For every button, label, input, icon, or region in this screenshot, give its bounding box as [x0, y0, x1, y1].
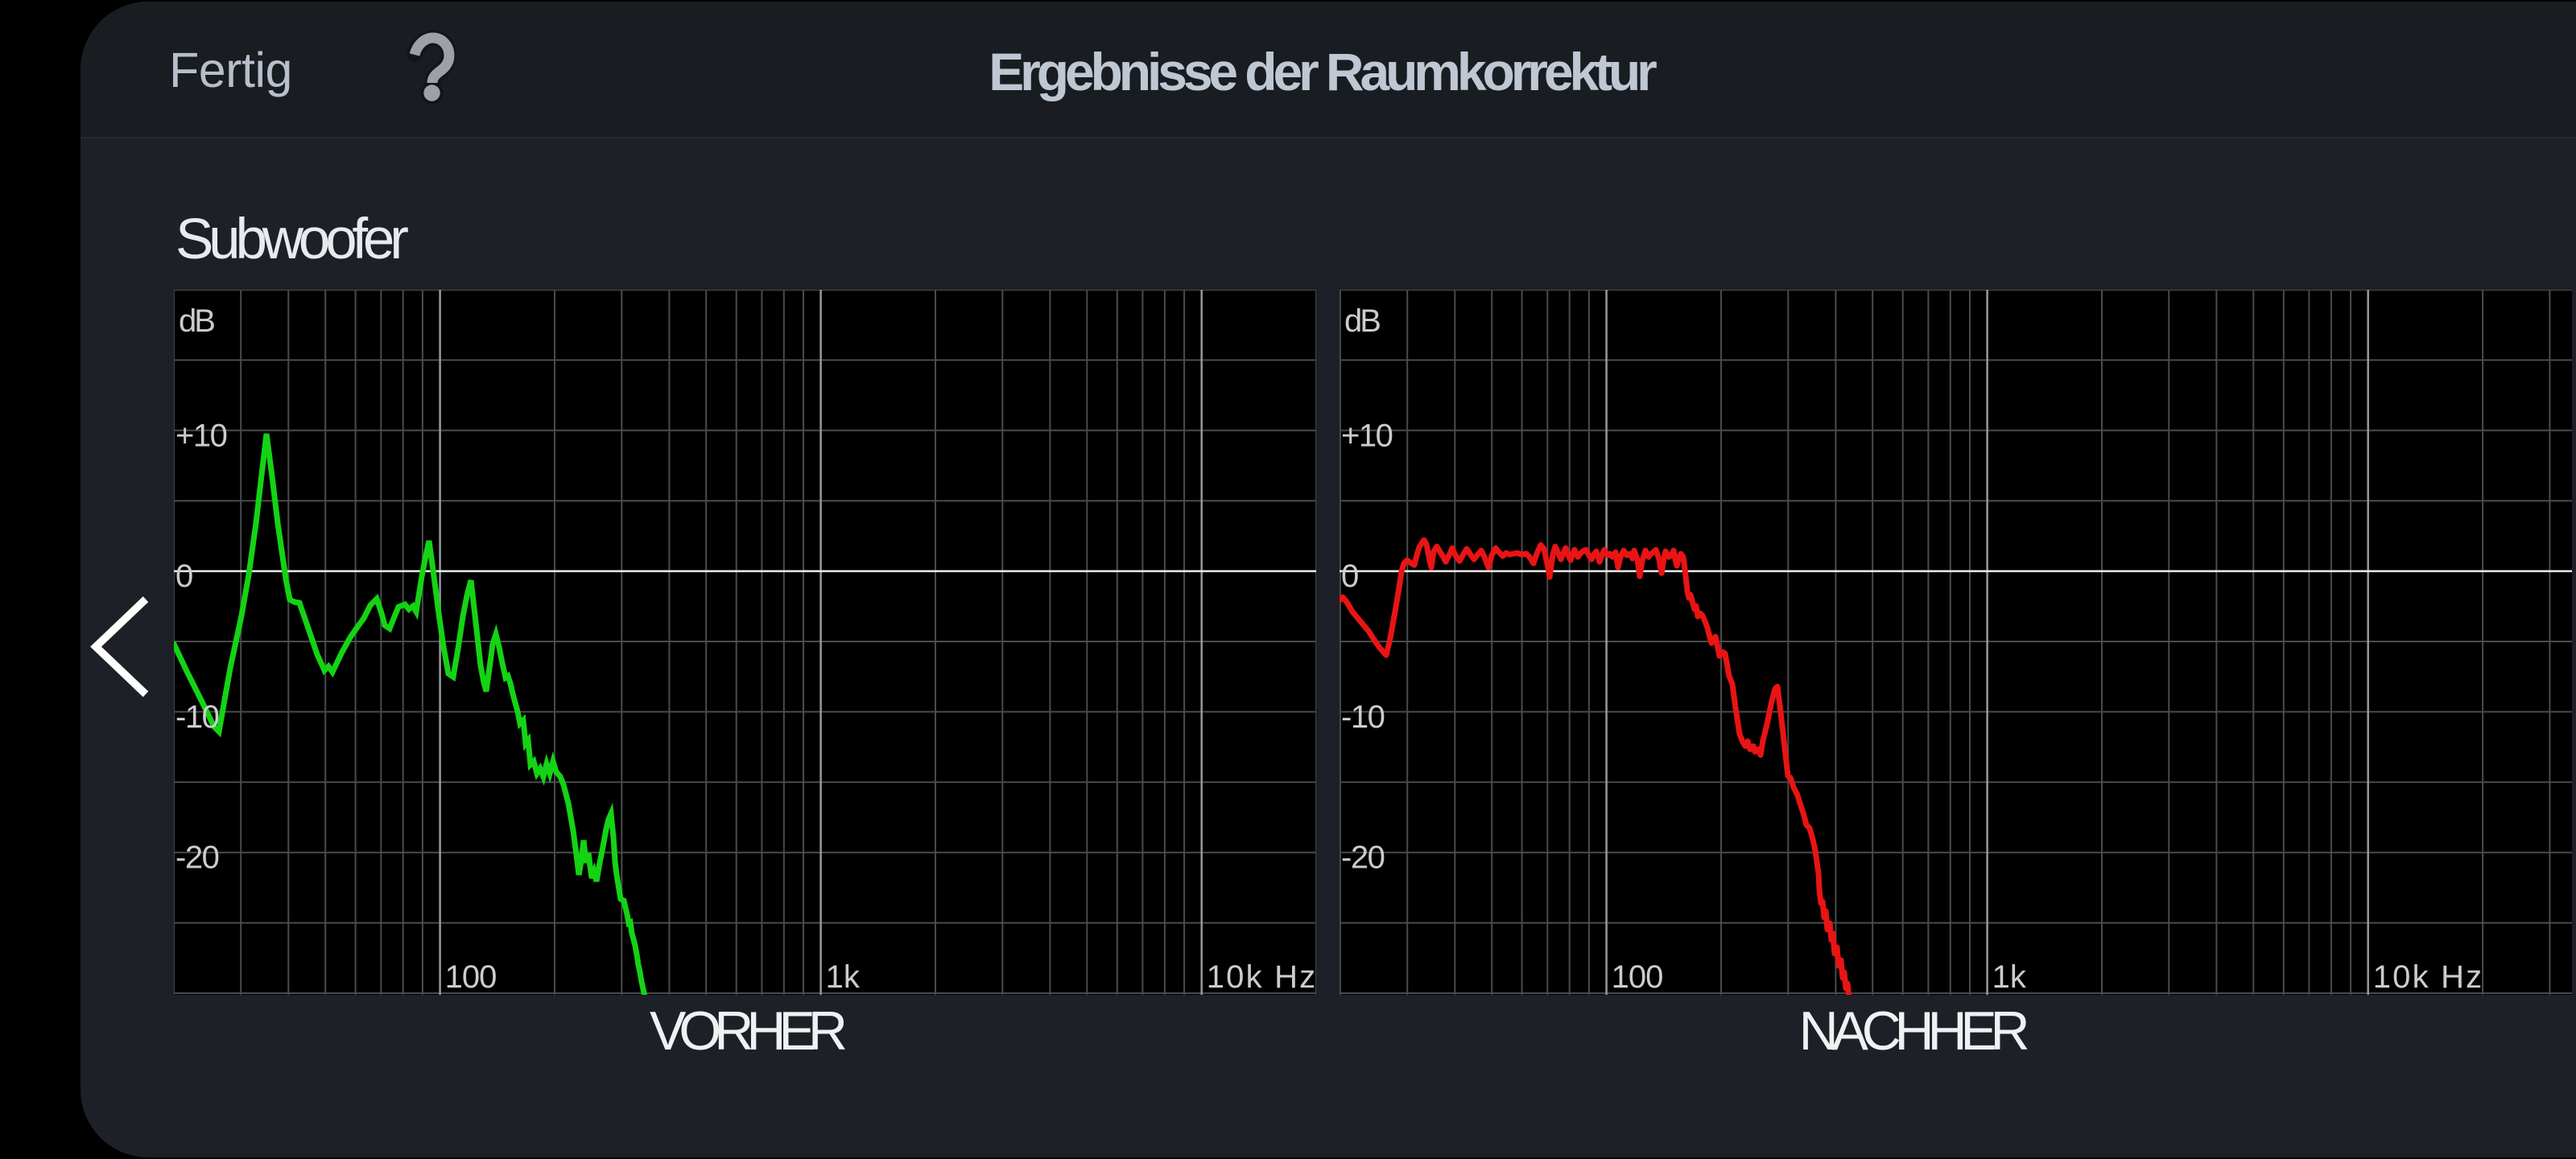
svg-text:100: 100 — [1612, 959, 1663, 995]
svg-text:+10: +10 — [175, 418, 227, 453]
svg-text:-20: -20 — [1341, 840, 1385, 876]
svg-text:-20: -20 — [175, 840, 219, 876]
svg-text:0: 0 — [1341, 559, 1358, 594]
svg-text:-10: -10 — [175, 699, 219, 735]
svg-text:1k: 1k — [1992, 959, 2027, 995]
svg-text:1k: 1k — [826, 959, 861, 995]
svg-text:10k Hz: 10k Hz — [1207, 959, 1316, 995]
svg-text:dB: dB — [1344, 303, 1380, 339]
svg-text:+10: +10 — [1341, 418, 1393, 453]
svg-text:10k Hz: 10k Hz — [2373, 959, 2484, 995]
svg-text:100: 100 — [445, 959, 497, 995]
svg-text:0: 0 — [175, 559, 192, 594]
svg-text:dB: dB — [179, 303, 214, 339]
svg-text:-10: -10 — [1341, 699, 1385, 735]
